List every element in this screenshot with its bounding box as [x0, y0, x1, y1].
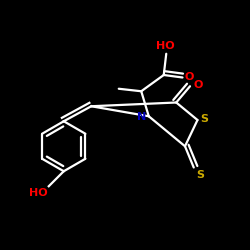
Text: O: O [185, 72, 194, 83]
Text: HO: HO [156, 41, 174, 51]
Text: S: S [200, 114, 208, 124]
Text: S: S [196, 170, 204, 180]
Text: HO: HO [29, 188, 48, 198]
Text: N: N [137, 112, 146, 122]
Text: O: O [193, 80, 202, 90]
